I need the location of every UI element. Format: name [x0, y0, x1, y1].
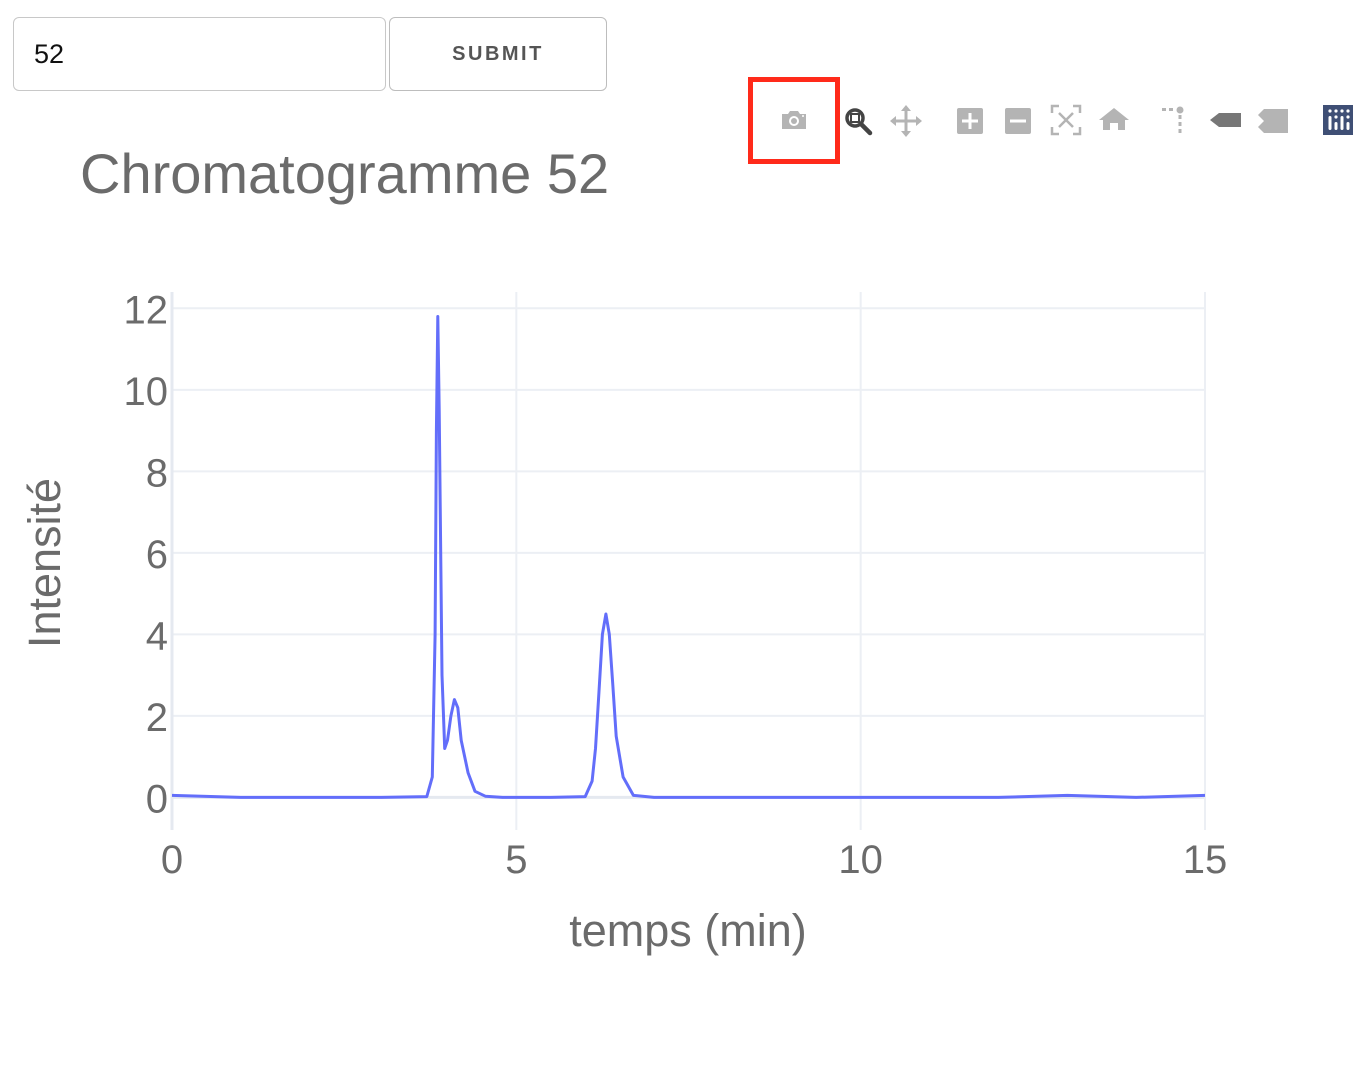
- plot-modebar: [0, 0, 1372, 150]
- y-tick-label: 4: [146, 614, 168, 658]
- hover-closest-icon[interactable]: [1206, 100, 1246, 140]
- grid-lines: [170, 292, 1206, 830]
- zoom-in-icon[interactable]: [950, 100, 990, 140]
- plotly-logo-icon[interactable]: [1318, 100, 1358, 140]
- y-tick-label: 10: [124, 370, 169, 414]
- spike-lines-icon[interactable]: [1158, 100, 1198, 140]
- y-axis-label: Intensité: [19, 478, 70, 648]
- y-tick-label: 6: [146, 533, 168, 577]
- chart-title: Chromatogramme 52: [80, 142, 609, 205]
- x-tick-label: 5: [505, 838, 527, 882]
- y-tick-label: 0: [146, 777, 168, 821]
- submit-button[interactable]: SUBMIT: [389, 17, 607, 91]
- x-tick-label: 0: [161, 838, 183, 882]
- chromatogram-id-input[interactable]: [13, 17, 386, 91]
- traces: [171, 315, 1206, 799]
- y-tick-label: 2: [146, 696, 168, 740]
- zoom-out-icon[interactable]: [998, 100, 1038, 140]
- x-tick-label: 15: [1183, 838, 1228, 882]
- chromatogram-trace: [171, 315, 1206, 799]
- x-axis-label: temps (min): [569, 905, 807, 956]
- autoscale-icon[interactable]: [1046, 100, 1086, 140]
- y-tick-label: 8: [146, 451, 168, 495]
- x-tick-label: 10: [838, 838, 883, 882]
- pan-icon[interactable]: [886, 100, 926, 140]
- axes: 0 2 4 6 8 10 12 0 5 10 15: [124, 288, 1228, 882]
- y-tick-label: 12: [124, 288, 169, 332]
- reset-axes-icon[interactable]: [1094, 100, 1134, 140]
- camera-highlight-box: [748, 77, 840, 164]
- zoom-icon[interactable]: [838, 100, 878, 140]
- camera-icon[interactable]: [774, 100, 814, 140]
- hover-compare-icon[interactable]: [1254, 100, 1294, 140]
